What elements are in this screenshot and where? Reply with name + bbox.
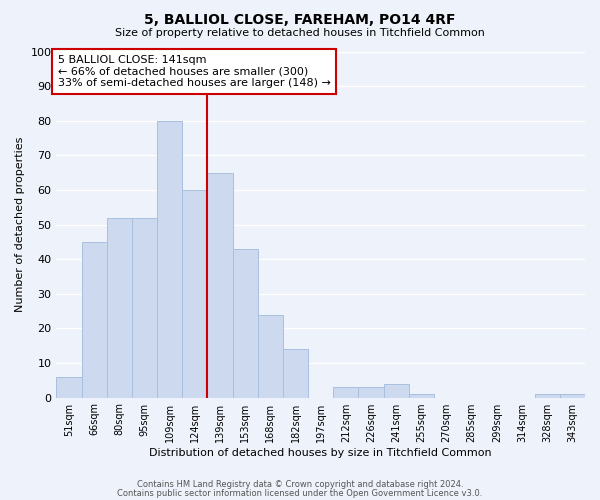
- Text: Size of property relative to detached houses in Titchfield Common: Size of property relative to detached ho…: [115, 28, 485, 38]
- Bar: [208, 172, 233, 398]
- Bar: [258, 314, 283, 398]
- Bar: [283, 349, 308, 398]
- Bar: [233, 249, 258, 398]
- Bar: [157, 120, 182, 398]
- Text: Contains public sector information licensed under the Open Government Licence v3: Contains public sector information licen…: [118, 488, 482, 498]
- Bar: [409, 394, 434, 398]
- Bar: [383, 384, 409, 398]
- Bar: [358, 387, 383, 398]
- Y-axis label: Number of detached properties: Number of detached properties: [15, 137, 25, 312]
- Bar: [333, 387, 358, 398]
- Bar: [560, 394, 585, 398]
- Bar: [82, 242, 107, 398]
- Text: 5 BALLIOL CLOSE: 141sqm
← 66% of detached houses are smaller (300)
33% of semi-d: 5 BALLIOL CLOSE: 141sqm ← 66% of detache…: [58, 55, 331, 88]
- Text: Contains HM Land Registry data © Crown copyright and database right 2024.: Contains HM Land Registry data © Crown c…: [137, 480, 463, 489]
- Text: 5, BALLIOL CLOSE, FAREHAM, PO14 4RF: 5, BALLIOL CLOSE, FAREHAM, PO14 4RF: [144, 12, 456, 26]
- Bar: [56, 377, 82, 398]
- Bar: [107, 218, 132, 398]
- Bar: [535, 394, 560, 398]
- X-axis label: Distribution of detached houses by size in Titchfield Common: Distribution of detached houses by size …: [149, 448, 492, 458]
- Bar: [182, 190, 208, 398]
- Bar: [132, 218, 157, 398]
